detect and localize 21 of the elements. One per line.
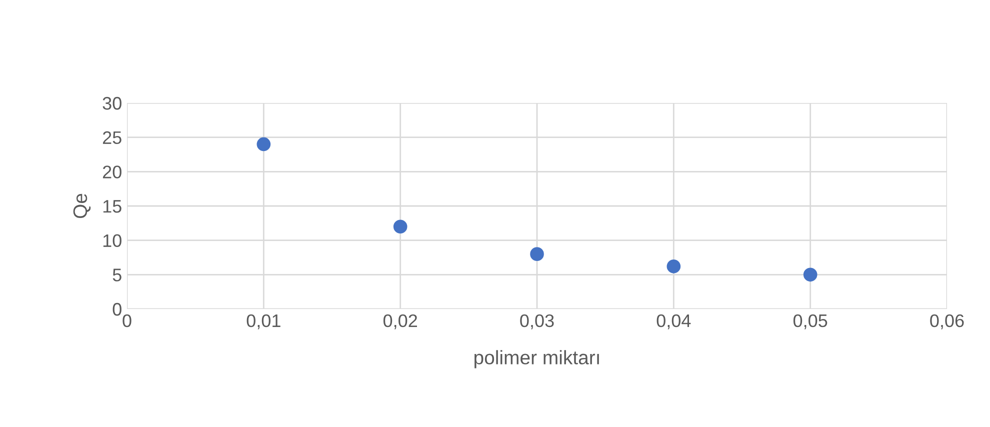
x-tick-label: 0,05 bbox=[793, 314, 828, 330]
x-tick-label: 0,02 bbox=[383, 314, 417, 330]
y-tick-label: 30 bbox=[102, 96, 122, 110]
x-tick-label: 0,01 bbox=[246, 314, 280, 330]
point bbox=[256, 137, 271, 152]
point bbox=[666, 260, 681, 274]
y-tick-label: 15 bbox=[103, 200, 122, 213]
y-axis-title: Qe bbox=[73, 194, 91, 218]
y-tick-label: 20 bbox=[102, 166, 122, 178]
point bbox=[393, 220, 408, 234]
x-axis-title: polimer miktarı bbox=[474, 350, 599, 368]
y-tick-label: 10 bbox=[103, 234, 122, 248]
x-tick-label: 0,06 bbox=[930, 314, 964, 330]
x-tick-label: 0,03 bbox=[520, 314, 554, 330]
x-tick-label: 0 bbox=[122, 314, 132, 328]
point bbox=[803, 268, 818, 282]
point bbox=[530, 247, 544, 261]
y-tick-label: 25 bbox=[102, 131, 122, 144]
y-tick-label: 0 bbox=[112, 302, 122, 316]
y-tick-label: 5 bbox=[112, 268, 122, 282]
x-tick-label: 0,04 bbox=[656, 314, 691, 330]
